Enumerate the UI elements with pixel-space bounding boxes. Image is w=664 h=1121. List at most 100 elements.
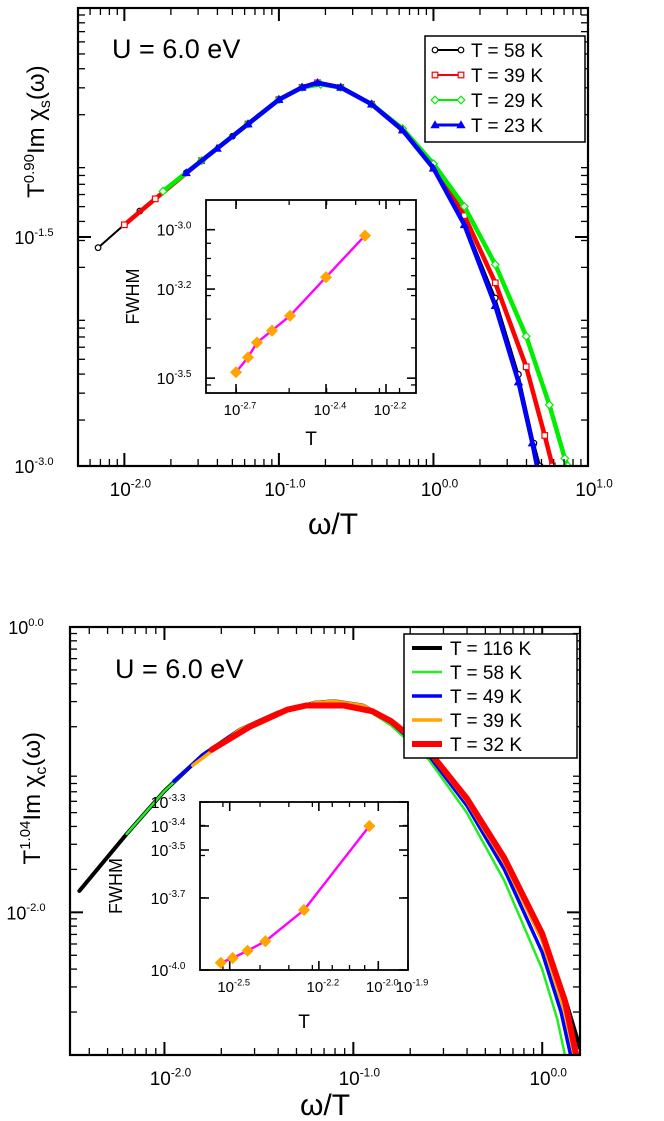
series-1-point xyxy=(549,462,556,466)
legend-marker-2 xyxy=(456,95,466,105)
x-tick-label-exp: -2.0 xyxy=(171,1066,192,1079)
inset-y-tick-label: 10-3.2 xyxy=(157,280,192,299)
series-2-point xyxy=(544,400,555,410)
plot-area xyxy=(77,699,580,1055)
inset-point xyxy=(259,935,272,948)
inset-point xyxy=(319,271,333,284)
x-tick-label: 10-1.0 xyxy=(264,477,306,501)
inset: 10-2.5 10-2.2 10-2.010-1.9 10-3.3 10-3.4 10-3… xyxy=(106,793,428,1033)
series-3-point xyxy=(397,125,408,134)
y-axis-label: T1.04Im χc(ω) xyxy=(17,732,50,865)
series-3-point xyxy=(527,438,538,447)
inset-point xyxy=(250,336,264,349)
inset-x-tick-label-exp: -1.9 xyxy=(412,977,428,987)
inset-y-tick-label: 10-3.0 xyxy=(157,220,192,239)
inset-point xyxy=(241,944,254,957)
y-tick-label-exp: -3.0 xyxy=(34,456,53,468)
legend-label-0: T = 116 K xyxy=(450,639,531,660)
series-1-point xyxy=(120,221,128,229)
y-label-exponent: 0.90 xyxy=(21,154,38,183)
x-tick-label: 100.0 xyxy=(529,1066,567,1090)
annotation-u: U = 6.0 eV xyxy=(112,34,240,64)
annotation-u: U = 6.0 eV xyxy=(115,654,243,684)
series-2-point xyxy=(459,201,470,212)
series-0-point xyxy=(94,244,102,252)
plot-frame xyxy=(68,625,582,1057)
inset-y-tick-label-exp: -3.5 xyxy=(168,841,186,852)
legend-marker-3 xyxy=(456,120,466,129)
inset-x-tick-label: 10-2.2 xyxy=(374,400,407,419)
legend-marker-1 xyxy=(457,71,465,79)
y-label-arg: (ω) xyxy=(19,732,46,767)
legend: T = 58 K T = 39 K T = 29 K T = 23 K xyxy=(424,35,586,143)
panel-top: 10-2.0 10-1.0 100.0 101.0 10-1.5 10-3.0 U = 6.… xyxy=(14,6,613,541)
inset-x-tick-label-exp: -2.4 xyxy=(330,400,346,410)
inset-x-tick-label: 10-1.9 xyxy=(396,977,429,996)
legend-marker-0 xyxy=(457,46,465,54)
inset-x-tick-label-exp: -2.2 xyxy=(390,400,406,410)
inset-y-tick-label: 10-3.5 xyxy=(157,369,192,388)
x-tick-label-exp: -1.0 xyxy=(285,477,306,490)
inset-y-tick-label-exp: -3.0 xyxy=(174,220,192,231)
inset-x-tick-label: 10-2.0 xyxy=(366,977,399,996)
inset-y-label: FWHM xyxy=(123,269,143,325)
series-3-point xyxy=(336,82,346,91)
inset-y-tick-label-exp: -3.5 xyxy=(174,369,192,380)
series-1-point xyxy=(522,363,530,371)
inset-x-tick-label-exp: -2.2 xyxy=(323,977,339,987)
inset-y-tick-label-exp: -3.3 xyxy=(168,793,186,804)
panel-bottom: 10-2.0 10-1.0 100.0 100.0 10-2.0 U = 6.0 eV ω/… xyxy=(6,617,582,1121)
legend: T = 116 K T = 58 K T = 49 K T = 39 K T = 32 … xyxy=(403,633,578,759)
series-1-point xyxy=(491,279,499,287)
x-tick-label: 101.0 xyxy=(575,477,613,501)
inset-y-tick-label-exp: -3.2 xyxy=(174,280,192,291)
inset-y-tick-label-exp: -3.7 xyxy=(168,889,186,900)
legend-label-3: T = 23 K xyxy=(471,116,543,137)
y-tick-label-exp: 0.0 xyxy=(28,617,44,629)
series-3-point xyxy=(312,78,323,87)
y-label-im: Im χ xyxy=(19,774,46,820)
legend-marker-3 xyxy=(430,120,440,129)
y-axis-label: T0.90Im χs(ω) xyxy=(21,65,54,198)
series-3-point xyxy=(428,163,439,172)
y-label-subscript: s xyxy=(37,100,54,108)
legend-marker-2 xyxy=(430,95,440,105)
inset-point xyxy=(283,309,297,322)
y-label-subscript: c xyxy=(33,767,50,775)
series-3-point xyxy=(243,119,253,128)
series-3-point xyxy=(366,99,377,108)
inset-y-tick-label-exp: -4.0 xyxy=(168,961,186,972)
series-3-point xyxy=(513,377,524,386)
inset-point xyxy=(363,819,376,833)
inset-y-tick-label: 10-3.4 xyxy=(151,817,186,836)
inset-x-tick-label: 10-2.2 xyxy=(306,977,339,996)
inset-point xyxy=(265,324,279,337)
y-label-im: Im χ xyxy=(23,108,50,154)
y-tick-label: 10-2.0 xyxy=(6,902,45,923)
series-3-point xyxy=(181,168,191,177)
series-2-point xyxy=(158,186,168,196)
series-2-point xyxy=(490,259,500,270)
inset-y-tick-label-exp: -3.4 xyxy=(168,817,186,828)
x-tick-label-exp: -1.0 xyxy=(360,1066,381,1079)
series-3-point xyxy=(212,143,222,152)
inset-x-tick-label: 10-2.5 xyxy=(217,977,250,996)
inset-point xyxy=(214,956,227,969)
x-tick-label: 10-2.0 xyxy=(150,1066,192,1090)
y-tick-label: 10-1.5 xyxy=(14,227,53,248)
x-tick-label: 10-1.0 xyxy=(339,1066,381,1090)
legend-label-2: T = 49 K xyxy=(450,687,522,708)
x-axis-label: ω/T xyxy=(300,1089,350,1121)
x-tick-label-exp: 0.0 xyxy=(551,1066,568,1079)
inset-x-tick-label-exp: -2.7 xyxy=(240,400,256,410)
legend-label-3: T = 39 K xyxy=(450,711,522,732)
x-axis-label: ω/T xyxy=(308,508,358,541)
inset-y-tick-label: 10-4.0 xyxy=(151,961,186,980)
legend-label-0: T = 58 K xyxy=(471,41,543,62)
plot-area xyxy=(94,78,573,466)
legend-label-4: T = 32 K xyxy=(450,735,522,756)
y-tick-label: 100.0 xyxy=(8,617,44,638)
inset-point xyxy=(241,351,255,364)
inset-x-tick-label-exp: -2.0 xyxy=(383,977,399,987)
